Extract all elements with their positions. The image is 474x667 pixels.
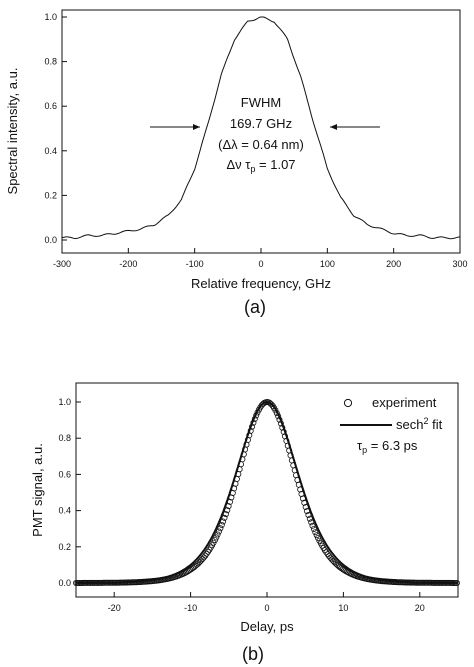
tbp-prefix: Δν τ <box>226 157 251 172</box>
chart-b-x-tick-label: 10 <box>338 603 348 613</box>
chart-b: -20 -10 0 10 20 0.0 0.2 0.4 0.6 0.8 1.0 Delay, ps… <box>30 382 460 664</box>
legend-tau-sub: p <box>362 445 367 455</box>
legend-tau-val: = 6.3 ps <box>367 438 418 453</box>
legend-fit-suffix: fit <box>428 417 442 432</box>
chart-a-y-tick-label: 0.4 <box>44 146 57 156</box>
fwhm-label: FWHM <box>241 95 281 110</box>
legend-experiment-marker <box>343 398 353 408</box>
chart-b-legend: experiment sech2 fit τp = 6.3 ps <box>340 395 443 455</box>
chart-b-frame <box>75 382 459 598</box>
chart-a-x-tick-label: 200 <box>386 259 401 269</box>
tbp-text: Δν τp = 1.07 <box>226 157 295 174</box>
experiment-point <box>217 525 224 532</box>
fwhm-right-arrow <box>330 124 380 130</box>
chart-a-y-tick-label: 0.6 <box>44 101 57 111</box>
fwhm-left-arrow <box>150 124 200 130</box>
chart-a-y-ticks: 0.0 0.2 0.4 0.6 0.8 1.0 <box>44 12 67 245</box>
experiment-point <box>313 532 320 539</box>
experiment-point <box>312 529 319 536</box>
experiment-point <box>308 519 315 526</box>
legend-experiment-label: experiment <box>372 395 437 410</box>
chart-b-y-tick-label: 0.4 <box>58 506 71 516</box>
experiment-point <box>310 526 317 533</box>
chart-b-x-tick-label: 0 <box>264 603 269 613</box>
chart-a-xlabel: Relative frequency, GHz <box>191 276 331 291</box>
tbp-value: = 1.07 <box>255 157 295 172</box>
chart-b-fit-line <box>76 400 458 584</box>
chart-b-x-tick-label: -20 <box>108 603 121 613</box>
fwhm-value: 169.7 GHz <box>230 116 292 131</box>
chart-b-ylabel: PMT signal, a.u. <box>30 443 45 537</box>
chart-a-x-tick-label: 300 <box>452 259 467 269</box>
chart-b-xlabel: Delay, ps <box>240 619 294 634</box>
chart-b-y-tick-label: 0.0 <box>58 578 71 588</box>
experiment-point <box>218 522 225 529</box>
chart-b-experiment-points <box>73 398 460 587</box>
chart-a-x-tick-label: -200 <box>119 259 137 269</box>
chart-a-frame <box>61 9 461 254</box>
chart-a-ylabel: Spectral intensity, a.u. <box>5 68 20 195</box>
chart-a-panel-label: (a) <box>244 297 266 317</box>
chart-b-y-ticks: 0.0 0.2 0.4 0.6 0.8 1.0 <box>58 397 81 588</box>
chart-b-x-ticks: -20 -10 0 10 20 <box>108 592 425 613</box>
chart-a-y-tick-label: 0.2 <box>44 190 57 200</box>
legend-fit-prefix: sech <box>396 417 423 432</box>
legend-fit-sup: 2 <box>423 416 428 426</box>
chart-a-y-tick-label: 0.8 <box>44 57 57 67</box>
fwhm-annotation: FWHM 169.7 GHz (Δλ = 0.64 nm) Δν τp = 1.… <box>218 95 304 174</box>
tbp-sub: p <box>250 164 255 174</box>
chart-a-spectrum-line <box>61 16 461 240</box>
experiment-point <box>309 522 316 529</box>
chart-a-y-tick-label: 0.0 <box>44 235 57 245</box>
chart-a-x-ticks: -300 -200 -100 0 100 200 300 <box>53 248 468 269</box>
experiment-point <box>213 534 220 541</box>
chart-b-y-tick-label: 0.8 <box>58 433 71 443</box>
chart-b-x-tick-label: 20 <box>415 603 425 613</box>
chart-a-y-tick-label: 1.0 <box>44 12 57 22</box>
chart-b-panel-label: (b) <box>242 644 264 664</box>
chart-a-x-tick-label: 100 <box>320 259 335 269</box>
chart-a: -300 -200 -100 0 100 200 300 0.0 0.2 0.4 0.6 0.8 1.… <box>5 9 468 317</box>
legend-tau-label: τp = 6.3 ps <box>357 438 418 455</box>
chart-b-y-tick-label: 1.0 <box>58 397 71 407</box>
chart-b-x-tick-label: -10 <box>184 603 197 613</box>
chart-b-y-tick-label: 0.6 <box>58 469 71 479</box>
chart-a-x-tick-label: 0 <box>258 259 263 269</box>
legend-fit-label: sech2 fit <box>396 416 443 432</box>
chart-a-x-tick-label: -100 <box>186 259 204 269</box>
chart-b-y-tick-label: 0.2 <box>58 542 71 552</box>
fwhm-wavelength: (Δλ = 0.64 nm) <box>218 137 304 152</box>
legend-tau-sym: τ <box>357 438 363 453</box>
experiment-point <box>214 531 221 538</box>
experiment-point <box>215 528 222 535</box>
experiment-point <box>220 518 227 525</box>
experiment-point <box>305 512 312 519</box>
experiment-point <box>306 515 313 522</box>
chart-a-x-tick-label: -300 <box>53 259 71 269</box>
